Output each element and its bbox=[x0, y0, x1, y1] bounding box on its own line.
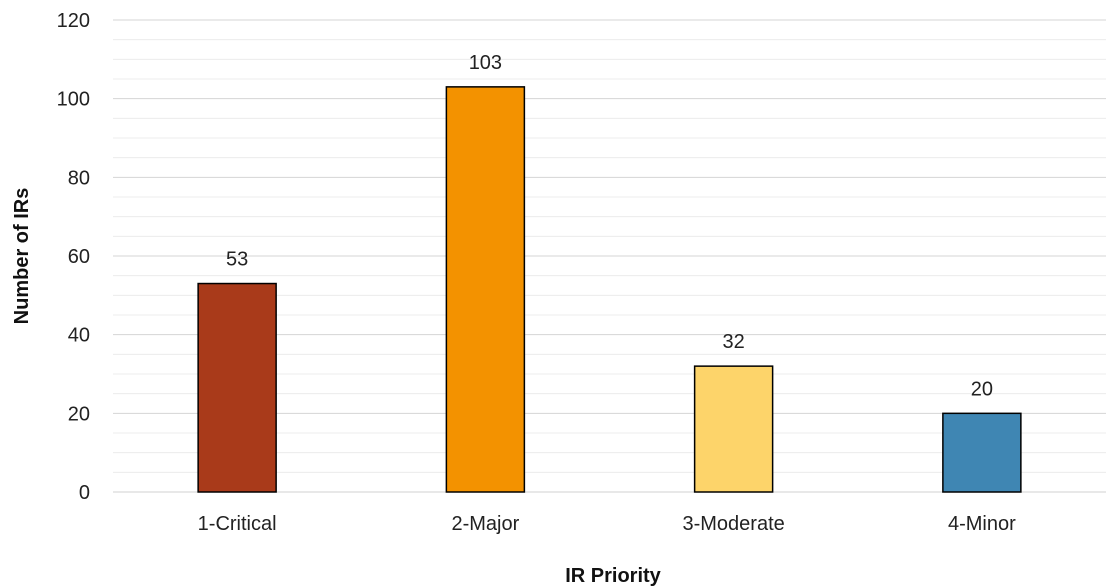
x-tick-label: 1-Critical bbox=[198, 513, 277, 535]
y-tick-label: 20 bbox=[68, 403, 90, 425]
x-axis-ticks: 1-Critical 2-Major 3-Moderate 4-Minor bbox=[198, 513, 1016, 535]
data-label: 53 bbox=[226, 249, 248, 271]
gridlines bbox=[113, 19, 1106, 493]
y-tick-label: 0 bbox=[79, 482, 90, 504]
y-tick-label: 120 bbox=[57, 10, 90, 32]
y-tick-label: 80 bbox=[68, 167, 90, 189]
bar-3-moderate bbox=[693, 365, 774, 493]
y-tick-label: 100 bbox=[57, 89, 90, 111]
data-label: 32 bbox=[723, 331, 745, 353]
data-label: 20 bbox=[971, 378, 993, 400]
x-axis-title: IR Priority bbox=[565, 565, 661, 587]
y-axis-title: Number of IRs bbox=[11, 188, 33, 325]
y-tick-label: 40 bbox=[68, 325, 90, 347]
data-label: 103 bbox=[469, 52, 502, 74]
x-tick-label: 2-Major bbox=[451, 513, 519, 535]
bar-2-major bbox=[445, 86, 526, 493]
bar-4-minor bbox=[942, 412, 1022, 493]
bars: 53 103 32 20 bbox=[197, 52, 1022, 493]
bar-1-critical bbox=[197, 282, 277, 493]
y-tick-label: 60 bbox=[68, 246, 90, 268]
x-tick-label: 4-Minor bbox=[948, 513, 1016, 535]
y-axis-ticks: 0 20 40 60 80 100 120 bbox=[57, 10, 90, 504]
x-tick-label: 3-Moderate bbox=[682, 513, 784, 535]
